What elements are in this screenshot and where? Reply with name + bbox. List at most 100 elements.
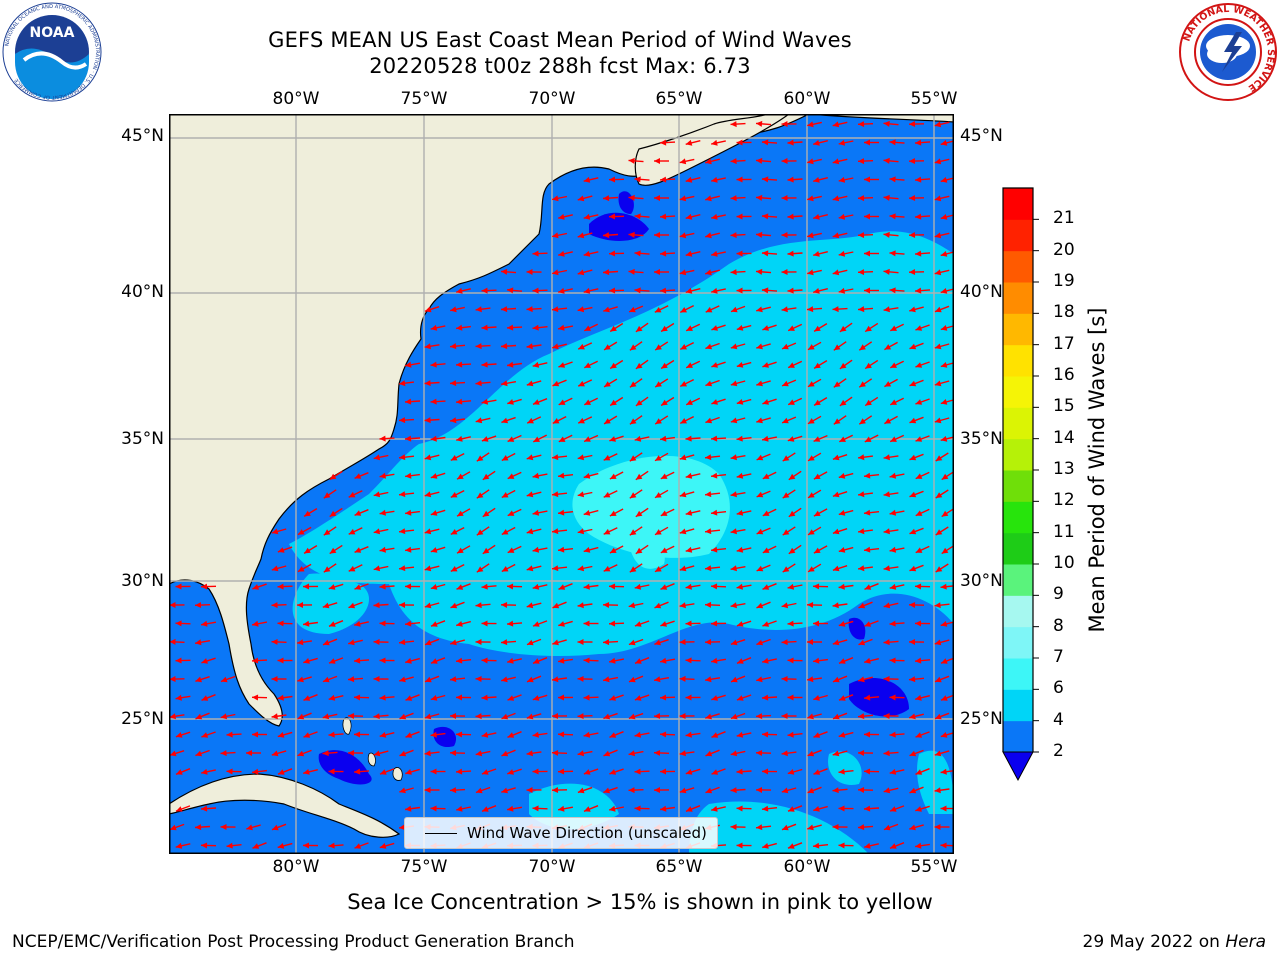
lon-label-top: 80°W: [272, 89, 320, 109]
wave-direction-arrowhead: [399, 787, 406, 794]
wave-direction-arrowhead: [481, 769, 489, 775]
wave-direction-arrowhead: [532, 731, 539, 738]
wave-direction-arrowhead: [782, 566, 790, 573]
colorbar-segment: [1003, 626, 1033, 659]
wave-direction-arrowhead: [424, 343, 431, 350]
wave-direction-arrowhead: [456, 584, 464, 590]
wave-direction-arrowhead: [915, 583, 922, 590]
wave-direction-arrowhead: [915, 176, 922, 183]
wave-direction-arrowhead: [450, 455, 458, 461]
wave-direction-arrowhead: [864, 731, 871, 738]
wave-direction-arrowhead: [328, 584, 336, 590]
wave-direction-arrowhead: [730, 602, 737, 609]
wave-direction-arrowhead: [731, 306, 738, 313]
wave-direction-arrowhead: [328, 694, 336, 701]
wave-direction-arrowhead: [762, 657, 769, 664]
wave-direction-arrowhead: [711, 620, 718, 627]
wave-direction-arrowhead: [941, 473, 949, 480]
wave-direction-arrowhead: [354, 584, 362, 590]
wave-direction-arrowhead: [634, 213, 641, 220]
wave-direction-arrowhead: [628, 787, 635, 794]
wave-direction-arrowhead: [838, 621, 846, 627]
wave-direction-arrowhead: [558, 399, 566, 405]
wave-direction-arrowhead: [730, 750, 738, 757]
wave-direction-arrowhead: [175, 657, 182, 664]
wave-direction-arrowhead: [813, 473, 821, 480]
wave-direction-arrowhead: [756, 231, 763, 238]
wave-direction-arrowhead: [424, 750, 431, 757]
wave-direction-arrowhead: [297, 676, 304, 683]
wave-direction-arrowhead: [730, 158, 737, 165]
wave-direction-arrowhead: [634, 695, 642, 701]
wave-direction-arrowhead: [730, 343, 738, 350]
wave-direction-arrowhead: [328, 842, 335, 849]
wave-direction-arrowhead: [220, 676, 228, 683]
wave-direction-arrowhead: [787, 583, 795, 590]
wave-direction-arrowhead: [661, 399, 668, 406]
wave-direction-arrowhead: [864, 287, 870, 294]
map-panel: [169, 114, 954, 854]
wave-direction-arrowhead: [399, 417, 406, 424]
wave-direction-arrowhead: [915, 325, 923, 331]
wave-direction-arrowhead: [762, 805, 769, 812]
wave-direction-arrowhead: [654, 307, 662, 313]
wave-direction-arrowhead: [456, 361, 463, 368]
wave-direction-arrowhead: [859, 344, 866, 351]
wave-direction-arrowhead: [807, 195, 814, 202]
wave-direction-arrowhead: [756, 750, 763, 756]
wave-direction-arrowhead: [379, 583, 386, 590]
colorbar-tick-label: 20: [1053, 239, 1075, 260]
wave-direction-arrowhead: [781, 750, 788, 757]
wave-direction-arrowhead: [832, 528, 840, 535]
wave-direction-arrowhead: [201, 658, 208, 664]
wave-direction-arrowhead: [450, 787, 457, 794]
wave-direction-arrowhead: [634, 768, 641, 775]
wave-direction-arrowhead: [781, 713, 788, 719]
wave-direction-arrowhead: [629, 455, 637, 462]
wave-direction-arrowhead: [379, 694, 386, 701]
wave-direction-arrowhead: [762, 362, 769, 368]
wave-direction-arrowhead: [781, 269, 788, 275]
wave-direction-arrowhead: [686, 362, 693, 368]
wave-direction-arrowhead: [883, 491, 890, 498]
wave-direction-arrowhead: [323, 676, 330, 683]
wave-direction-arrowhead: [909, 565, 917, 572]
wave-direction-arrowhead: [277, 620, 284, 627]
wave-direction-arrowhead: [884, 344, 892, 350]
wave-direction-arrowhead: [329, 621, 336, 627]
legend-label: Wind Wave Direction (unscaled): [467, 824, 707, 842]
wave-direction-arrowhead: [501, 676, 508, 683]
wave-direction-arrowhead: [889, 620, 896, 627]
wave-direction-arrowhead: [501, 492, 509, 498]
bahamas-land: [342, 717, 403, 781]
wave-direction-arrowhead: [507, 657, 514, 664]
wave-direction-arrowhead: [169, 824, 177, 831]
wave-direction-arrowhead: [762, 250, 769, 257]
wave-direction-arrowhead: [424, 380, 431, 387]
colorbar-segment: [1003, 188, 1033, 220]
wave-direction-arrowhead: [532, 287, 539, 294]
wave-direction-arrowhead: [328, 731, 335, 738]
footer-date-text: 29 May 2022 on: [1082, 932, 1220, 952]
wave-direction-arrowhead: [628, 602, 636, 609]
wave-direction-arrowhead: [858, 676, 865, 683]
wave-direction-arrowhead: [915, 547, 923, 553]
wave-direction-arrowhead: [379, 657, 386, 664]
wave-direction-arrowhead: [762, 213, 769, 220]
wave-direction-arrowhead: [762, 287, 769, 294]
wave-direction-arrowhead: [654, 195, 660, 201]
wave-direction-arrowhead: [660, 473, 668, 479]
wave-direction-arrowhead: [501, 787, 508, 794]
wave-direction-arrowhead: [934, 787, 941, 794]
wave-direction-arrowhead: [788, 806, 795, 812]
wave-direction-arrowhead: [814, 325, 821, 332]
wave-direction-arrowhead: [558, 324, 565, 331]
wave-direction-arrowhead: [532, 324, 539, 331]
wave-direction-arrowhead: [583, 250, 591, 257]
wave-direction-arrowhead: [660, 176, 667, 183]
wave-direction-arrowhead: [890, 325, 897, 331]
wave-direction-arrowhead: [813, 620, 819, 627]
colorbar-tick-label: 4: [1053, 709, 1064, 730]
wave-direction-arrowhead: [558, 213, 565, 220]
wave-direction-arrowhead: [475, 602, 482, 609]
